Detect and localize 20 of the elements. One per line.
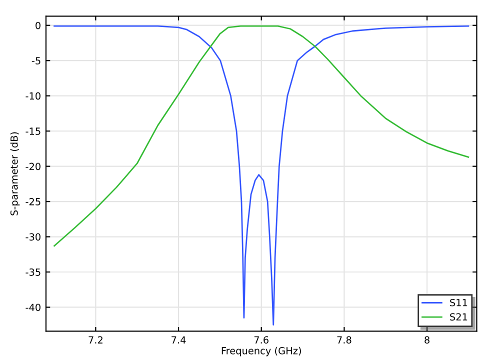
y-tick-label: -30 xyxy=(26,233,40,241)
x-tick-label: 7.2 xyxy=(88,336,102,344)
x-axis-title: Frequency (GHz) xyxy=(222,346,301,356)
y-tick-label: -40 xyxy=(26,304,40,312)
x-tick-label: 7.4 xyxy=(172,336,186,344)
y-tick-label: -35 xyxy=(26,268,40,276)
x-tick-label: 7.8 xyxy=(337,336,352,344)
x-tick-label: 8 xyxy=(424,336,430,344)
y-tick-label: -10 xyxy=(26,92,40,100)
y-tick-label: -25 xyxy=(26,198,40,206)
y-tick-label: -20 xyxy=(26,162,40,170)
y-tick-label: 0 xyxy=(36,22,40,30)
y-tick-label: -5 xyxy=(32,57,40,64)
legend-label: S11 xyxy=(450,298,468,306)
y-axis-title: S-parameter (dB) xyxy=(10,132,20,216)
x-tick-label: 7.6 xyxy=(254,336,268,344)
line-series xyxy=(54,25,470,247)
y-tick-label: -15 xyxy=(26,128,40,135)
line-series xyxy=(54,25,470,326)
legend-label: S21 xyxy=(450,313,468,321)
